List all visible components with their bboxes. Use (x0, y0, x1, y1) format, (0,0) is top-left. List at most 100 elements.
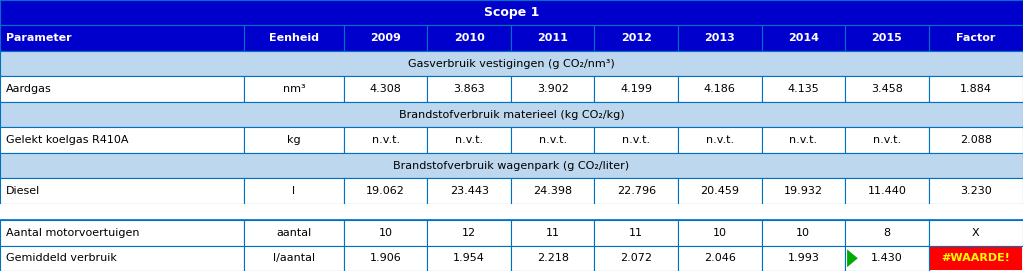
Bar (0, 25, 244, 51)
Bar (244, 25, 344, 51)
Bar (845, 127, 929, 153)
Text: Factor: Factor (957, 33, 995, 43)
Bar (0, 220, 1023, 271)
Text: 10: 10 (796, 228, 810, 238)
Text: 4.199: 4.199 (620, 84, 653, 94)
Bar (428, 127, 510, 153)
Text: X: X (972, 228, 980, 238)
Bar (510, 220, 594, 246)
Text: 19.062: 19.062 (366, 186, 405, 196)
Text: nm³: nm³ (282, 84, 305, 94)
Text: 2.046: 2.046 (704, 253, 736, 263)
Bar (344, 246, 428, 271)
Bar (0, 220, 244, 246)
Bar (594, 76, 678, 102)
Bar (929, 127, 1023, 153)
Bar (678, 246, 761, 271)
Bar (510, 246, 594, 271)
Bar (0, 204, 1023, 220)
Bar (594, 178, 678, 204)
Text: 23.443: 23.443 (450, 186, 489, 196)
Bar (0, 246, 244, 271)
Bar (845, 76, 929, 102)
Bar (761, 220, 845, 246)
Bar (594, 25, 678, 51)
Text: 2011: 2011 (537, 33, 568, 43)
Text: 2015: 2015 (872, 33, 902, 43)
Text: 2.088: 2.088 (960, 135, 992, 145)
Bar (0, 153, 1023, 178)
Bar (244, 220, 344, 246)
Text: 3.863: 3.863 (453, 84, 485, 94)
Text: kg: kg (287, 135, 301, 145)
Bar (244, 127, 344, 153)
Text: 3.458: 3.458 (871, 84, 902, 94)
Bar (428, 178, 510, 204)
Text: 2013: 2013 (705, 33, 736, 43)
Text: 2010: 2010 (454, 33, 485, 43)
Bar (761, 127, 845, 153)
Text: n.v.t.: n.v.t. (539, 135, 567, 145)
Text: n.v.t.: n.v.t. (790, 135, 817, 145)
Text: 3.230: 3.230 (960, 186, 991, 196)
Text: 24.398: 24.398 (533, 186, 572, 196)
Bar (678, 76, 761, 102)
Bar (845, 220, 929, 246)
Bar (510, 76, 594, 102)
Text: 20.459: 20.459 (701, 186, 740, 196)
Text: l: l (293, 186, 296, 196)
Bar (344, 220, 428, 246)
Text: 11.440: 11.440 (868, 186, 906, 196)
Text: 2014: 2014 (788, 33, 818, 43)
Bar (929, 25, 1023, 51)
Text: 2.218: 2.218 (537, 253, 569, 263)
Polygon shape (847, 249, 858, 267)
Text: aantal: aantal (276, 228, 312, 238)
Text: 12: 12 (462, 228, 477, 238)
Text: Aardgas: Aardgas (6, 84, 52, 94)
Bar (0, 127, 244, 153)
Bar (929, 220, 1023, 246)
Text: 4.186: 4.186 (704, 84, 736, 94)
Bar (761, 178, 845, 204)
Bar (0, 0, 1023, 25)
Bar (929, 76, 1023, 102)
Bar (510, 178, 594, 204)
Bar (510, 25, 594, 51)
Bar (344, 127, 428, 153)
Bar (0, 76, 244, 102)
Text: 8: 8 (883, 228, 890, 238)
Text: n.v.t.: n.v.t. (622, 135, 651, 145)
Bar (428, 25, 510, 51)
Bar (845, 25, 929, 51)
Text: 22.796: 22.796 (617, 186, 656, 196)
Text: Scope 1: Scope 1 (484, 6, 539, 19)
Bar (428, 246, 510, 271)
Bar (845, 178, 929, 204)
Bar (930, 247, 1022, 270)
Text: Brandstofverbruik materieel (kg CO₂/kg): Brandstofverbruik materieel (kg CO₂/kg) (399, 110, 624, 120)
Text: n.v.t.: n.v.t. (371, 135, 400, 145)
Bar (594, 246, 678, 271)
Bar (244, 246, 344, 271)
Text: n.v.t.: n.v.t. (873, 135, 901, 145)
Text: 11: 11 (629, 228, 643, 238)
Text: 10: 10 (713, 228, 726, 238)
Text: 19.932: 19.932 (784, 186, 822, 196)
Bar (594, 220, 678, 246)
Bar (344, 178, 428, 204)
Text: 1.430: 1.430 (871, 253, 902, 263)
Bar (761, 246, 845, 271)
Text: l/aantal: l/aantal (273, 253, 315, 263)
Text: 4.135: 4.135 (788, 84, 819, 94)
Bar (0, 178, 244, 204)
Bar (428, 76, 510, 102)
Text: Aantal motorvoertuigen: Aantal motorvoertuigen (6, 228, 139, 238)
Bar (428, 220, 510, 246)
Bar (761, 25, 845, 51)
Bar (929, 178, 1023, 204)
Text: 1.993: 1.993 (788, 253, 819, 263)
Bar (929, 246, 1023, 271)
Bar (845, 246, 929, 271)
Text: 1.884: 1.884 (960, 84, 992, 94)
